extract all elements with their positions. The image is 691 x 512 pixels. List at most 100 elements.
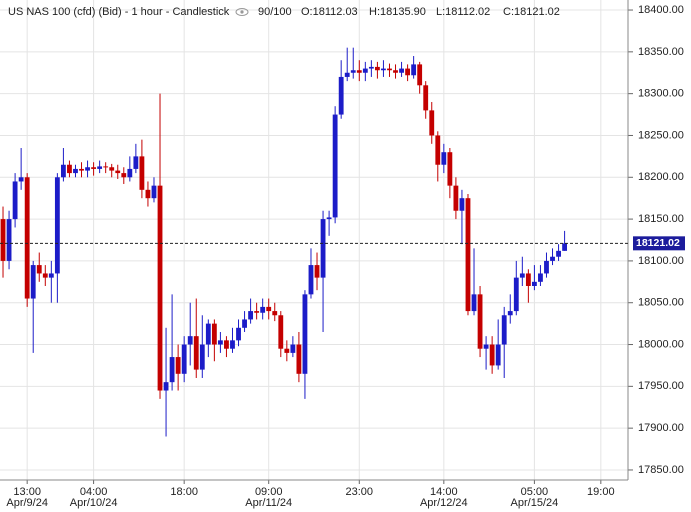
candle-body xyxy=(381,68,386,71)
candle-body xyxy=(326,217,332,220)
candle-body xyxy=(550,256,555,261)
y-tick-label: 18400.00 xyxy=(638,4,684,16)
candle-body xyxy=(151,185,157,199)
candle-body xyxy=(338,76,344,115)
candle-body xyxy=(405,68,411,76)
candle-body xyxy=(308,265,314,295)
candle-body xyxy=(332,114,338,218)
candle-body xyxy=(441,152,447,165)
candle-body xyxy=(230,340,235,349)
candle-body xyxy=(387,68,392,71)
last-price-box xyxy=(633,236,685,251)
candle-body xyxy=(562,243,568,251)
candle-body xyxy=(85,167,90,171)
candle-body xyxy=(199,344,205,370)
candle-body xyxy=(423,85,429,111)
candle-body xyxy=(435,135,441,165)
eye-icon xyxy=(235,8,249,16)
x-date-label: Apr/10/24 xyxy=(70,497,118,509)
candle-body xyxy=(272,311,278,316)
candle-body xyxy=(248,311,254,320)
candle-body xyxy=(224,340,229,349)
y-tick-label: 18250.00 xyxy=(638,129,684,141)
header-close: C:18121.02 xyxy=(503,6,560,18)
x-tick-label: 09:00 xyxy=(255,486,283,498)
x-tick-label: 04:00 xyxy=(80,486,108,498)
candle-body xyxy=(556,250,561,257)
header-count: 90/100 xyxy=(258,6,292,18)
candle-body xyxy=(531,281,537,286)
candle-body xyxy=(471,294,477,312)
candle-body xyxy=(260,306,266,313)
candle-body xyxy=(127,168,133,178)
candle-body xyxy=(121,173,127,178)
candle-body xyxy=(399,68,404,73)
candle-body xyxy=(320,219,326,278)
y-tick-label: 18350.00 xyxy=(638,46,684,58)
candle-body xyxy=(266,306,272,312)
candle-body xyxy=(36,265,42,274)
candle-body xyxy=(417,64,423,86)
y-tick-label: 18050.00 xyxy=(638,297,684,309)
candle-body xyxy=(513,277,519,312)
candle-body xyxy=(187,336,193,345)
candle-body xyxy=(374,66,380,71)
candle-body xyxy=(193,336,199,370)
x-date-label: Apr/12/24 xyxy=(420,497,468,509)
y-tick-label: 18300.00 xyxy=(638,88,684,100)
candle-body xyxy=(157,185,163,391)
last-price-label: 18121.02 xyxy=(636,237,680,249)
candle-body xyxy=(54,177,60,274)
candle-body xyxy=(109,167,115,171)
chart-title: US NAS 100 (cfd) (Bid) - 1 hour - Candle… xyxy=(8,6,230,18)
candle-body xyxy=(12,181,18,220)
candle-body xyxy=(254,311,260,313)
candle-body xyxy=(205,323,211,345)
candle-body xyxy=(350,70,356,73)
candle-body xyxy=(181,344,187,374)
y-tick-label: 18100.00 xyxy=(638,255,684,267)
eye-shape xyxy=(235,8,249,16)
candle-body xyxy=(73,168,78,174)
candle-body xyxy=(42,273,48,278)
candle-body xyxy=(314,265,320,278)
candle-body xyxy=(459,198,465,211)
candle-body xyxy=(217,340,223,345)
candle-body xyxy=(447,152,453,186)
candle-body xyxy=(18,177,24,182)
candle-body xyxy=(145,189,151,199)
candle-body xyxy=(169,357,175,383)
y-tick-label: 17850.00 xyxy=(638,464,684,476)
candle-body xyxy=(6,219,12,261)
x-tick-label: 19:00 xyxy=(587,486,615,498)
header-high: H:18135.90 xyxy=(369,6,426,18)
y-tick-label: 18000.00 xyxy=(638,338,684,350)
candle-body xyxy=(278,315,284,349)
candle-body xyxy=(362,68,368,73)
candle-body xyxy=(115,170,121,174)
y-tick-label: 18200.00 xyxy=(638,171,684,183)
x-tick-label: 18:00 xyxy=(170,486,198,498)
x-date-label: Apr/9/24 xyxy=(6,497,48,509)
candle-body xyxy=(91,167,97,169)
eye-pupil xyxy=(240,10,244,14)
header-low: L:18112.02 xyxy=(436,6,490,18)
candle-body xyxy=(133,156,139,169)
candle-body xyxy=(519,273,525,278)
candle-body xyxy=(284,348,290,353)
candle-body xyxy=(429,110,435,136)
x-tick-label: 14:00 xyxy=(430,486,458,498)
candle-body xyxy=(0,219,6,261)
candle-body xyxy=(97,166,103,169)
candle-body xyxy=(501,315,507,345)
candle-body xyxy=(24,177,30,299)
x-date-label: Apr/15/24 xyxy=(511,497,559,509)
candle-body xyxy=(60,164,66,178)
candle-body xyxy=(453,185,459,211)
candle-body xyxy=(302,294,308,374)
candle-body xyxy=(163,382,169,391)
candle-body xyxy=(79,168,84,171)
candle-body xyxy=(103,166,109,168)
